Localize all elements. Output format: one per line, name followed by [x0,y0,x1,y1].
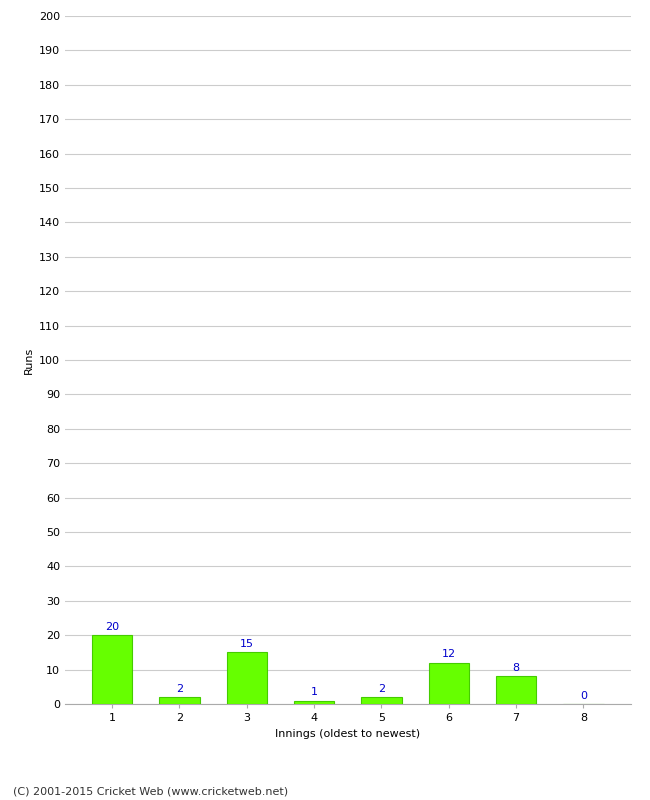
Text: 2: 2 [378,684,385,694]
Text: 2: 2 [176,684,183,694]
Bar [361,697,402,704]
Text: (C) 2001-2015 Cricket Web (www.cricketweb.net): (C) 2001-2015 Cricket Web (www.cricketwe… [13,786,288,796]
X-axis label: Innings (oldest to newest): Innings (oldest to newest) [275,729,421,738]
Bar [92,635,133,704]
Bar [496,677,536,704]
Text: 15: 15 [240,639,254,649]
Bar [294,701,334,704]
Bar [227,653,267,704]
Text: 0: 0 [580,690,587,701]
Bar [428,662,469,704]
Text: 20: 20 [105,622,119,632]
Bar [159,697,200,704]
Text: 1: 1 [311,687,318,697]
Y-axis label: Runs: Runs [23,346,33,374]
Text: 8: 8 [512,663,519,673]
Text: 12: 12 [441,650,456,659]
